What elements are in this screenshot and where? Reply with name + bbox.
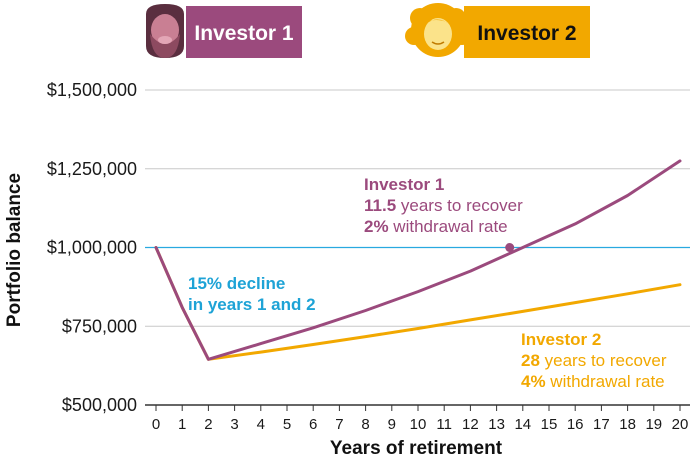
annotation-investor-1-years: 11.5 years to recover bbox=[364, 196, 523, 215]
annotation-investor-2-years: 28 years to recover bbox=[521, 351, 667, 370]
x-tick-label: 1 bbox=[178, 416, 186, 433]
y-tick-label: $750,000 bbox=[62, 316, 137, 336]
y-tick-label: $1,000,000 bbox=[47, 238, 137, 258]
legend-investor-2-badge bbox=[464, 6, 590, 58]
annotation-investor-1-rate: 2% withdrawal rate bbox=[364, 217, 508, 236]
annotation-decline-line1: 15% decline bbox=[188, 274, 285, 293]
x-tick-label: 16 bbox=[567, 416, 584, 433]
x-tick-label: 0 bbox=[152, 416, 160, 433]
x-tick-label: 6 bbox=[309, 416, 317, 433]
x-tick-label: 12 bbox=[462, 416, 479, 433]
annotation-investor-1-title: Investor 1 bbox=[364, 175, 444, 194]
x-tick-label: 9 bbox=[388, 416, 396, 433]
annotation-investor-1: Investor 1 11.5 years to recover 2% with… bbox=[364, 175, 523, 236]
x-tick-label: 3 bbox=[230, 416, 238, 433]
annotation-investor-2-title: Investor 2 bbox=[521, 330, 601, 349]
x-tick-label: 10 bbox=[410, 416, 427, 433]
bearded-man-avatar-icon bbox=[146, 4, 184, 58]
x-tick-label: 20 bbox=[672, 416, 689, 433]
x-tick-label: 4 bbox=[257, 416, 265, 433]
legend-investor-1: Investor 1 bbox=[146, 4, 302, 58]
legend-investor-2-label: Investor 2 bbox=[477, 22, 576, 45]
x-tick-label: 5 bbox=[283, 416, 291, 433]
legend-investor-1-label: Investor 1 bbox=[194, 22, 294, 45]
x-tick-label: 18 bbox=[619, 416, 636, 433]
x-tick-label: 7 bbox=[335, 416, 343, 433]
annotation-decline: 15% decline in years 1 and 2 bbox=[188, 274, 316, 314]
x-tick-label: 13 bbox=[488, 416, 505, 433]
annotation-decline-line2: in years 1 and 2 bbox=[188, 295, 316, 314]
annotation-investor-2: Investor 2 28 years to recover 4% withdr… bbox=[521, 330, 667, 391]
x-tick-label: 19 bbox=[645, 416, 662, 433]
x-tick-label: 15 bbox=[541, 416, 558, 433]
y-tick-label: $1,250,000 bbox=[47, 159, 137, 179]
x-axis-title: Years of retirement bbox=[330, 438, 503, 459]
legend-investor-2: Investor 2 bbox=[405, 3, 590, 58]
y-axis-title: Portfolio balance bbox=[4, 173, 25, 327]
annotation-investor-2-rate: 4% withdrawal rate bbox=[521, 372, 665, 391]
x-tick-label: 14 bbox=[514, 416, 531, 433]
legend-investor-1-badge bbox=[186, 6, 302, 58]
y-tick-label: $500,000 bbox=[62, 395, 137, 415]
x-tick-label: 11 bbox=[436, 416, 452, 433]
woman-avatar-icon bbox=[405, 3, 471, 57]
y-tick-label: $1,500,000 bbox=[47, 80, 137, 100]
series-line-investor-1 bbox=[154, 159, 682, 361]
x-tick-label: 17 bbox=[593, 416, 610, 433]
recovery-point-marker bbox=[505, 243, 515, 252]
x-tick-label: 2 bbox=[204, 416, 212, 433]
x-tick-label: 8 bbox=[361, 416, 369, 433]
